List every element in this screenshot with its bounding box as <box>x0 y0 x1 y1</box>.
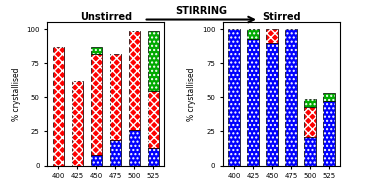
Bar <box>148 31 159 91</box>
Bar <box>148 148 159 166</box>
Bar <box>324 93 335 101</box>
Y-axis label: % crystallised: % crystallised <box>187 67 196 121</box>
Bar <box>228 29 240 166</box>
Bar <box>129 31 140 130</box>
Bar <box>91 54 102 155</box>
Bar <box>266 29 278 43</box>
Bar <box>304 107 316 137</box>
Bar <box>324 101 335 166</box>
Bar <box>91 155 102 166</box>
Bar <box>304 107 316 137</box>
Bar <box>91 47 102 54</box>
Bar <box>247 29 259 39</box>
Bar <box>53 47 64 166</box>
Bar <box>110 54 121 140</box>
Bar <box>91 54 102 155</box>
Bar <box>110 140 121 166</box>
Bar <box>71 81 83 166</box>
Bar <box>110 140 121 166</box>
Bar <box>129 31 140 130</box>
Title: Stirred: Stirred <box>262 12 301 22</box>
Bar <box>247 39 259 166</box>
Bar <box>148 91 159 148</box>
Bar <box>247 29 259 39</box>
Bar <box>304 99 316 107</box>
Bar <box>228 29 240 166</box>
Bar <box>285 29 297 166</box>
Bar <box>247 39 259 166</box>
Bar <box>304 137 316 166</box>
Bar <box>148 31 159 91</box>
Bar <box>148 148 159 166</box>
Title: Unstirred: Unstirred <box>80 12 132 22</box>
Bar <box>304 99 316 107</box>
Bar <box>266 43 278 166</box>
Bar <box>53 47 64 166</box>
Bar <box>285 29 297 166</box>
Bar <box>324 101 335 166</box>
Bar <box>148 91 159 148</box>
Bar <box>266 43 278 166</box>
Bar <box>266 29 278 43</box>
Bar <box>304 137 316 166</box>
Bar <box>129 130 140 166</box>
Bar <box>71 81 83 166</box>
Y-axis label: % crystallised: % crystallised <box>12 67 20 121</box>
Bar <box>110 54 121 140</box>
Bar <box>91 47 102 54</box>
Bar <box>324 93 335 101</box>
Bar <box>91 155 102 166</box>
Text: STIRRING: STIRRING <box>175 6 228 16</box>
Bar <box>129 130 140 166</box>
